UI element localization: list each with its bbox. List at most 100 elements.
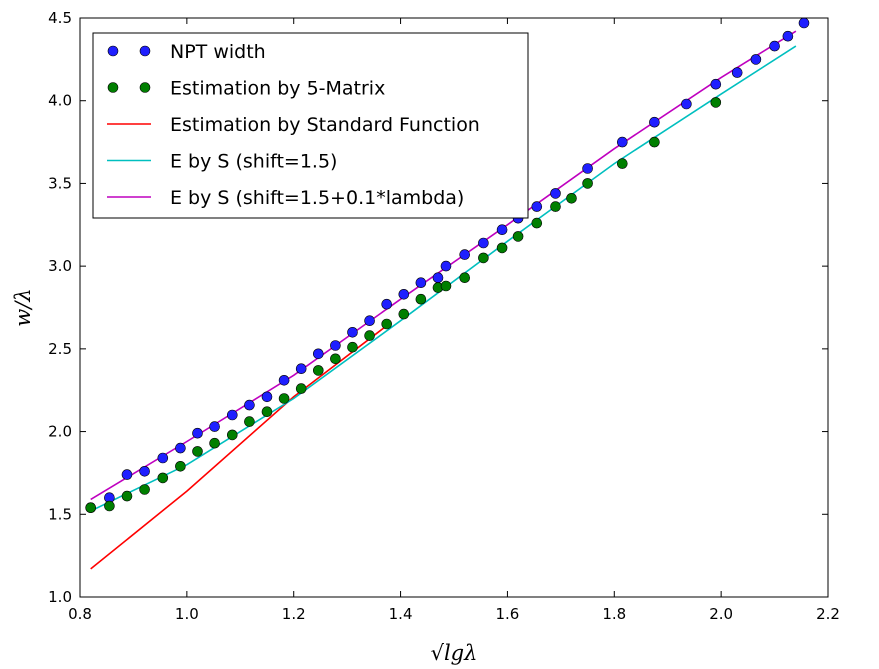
data-point-s1-31 bbox=[649, 136, 660, 148]
legend-label-3: E by S (shift=1.5) bbox=[170, 151, 337, 173]
data-point-s0-29 bbox=[616, 136, 628, 148]
data-point-s1-25 bbox=[512, 231, 524, 242]
data-point-s1-6 bbox=[192, 446, 203, 457]
data-point-s0-6 bbox=[192, 427, 203, 439]
y-tick-label: 1.0 bbox=[48, 588, 72, 606]
legend-marker-0b bbox=[139, 45, 151, 57]
data-point-s0-28 bbox=[582, 163, 593, 174]
data-point-s1-16 bbox=[364, 330, 375, 341]
data-point-s1-1 bbox=[104, 500, 115, 512]
legend-marker-0 bbox=[107, 45, 119, 57]
legend-marker-1b bbox=[139, 82, 151, 93]
data-point-s1-3 bbox=[139, 484, 150, 495]
data-point-s0-7 bbox=[209, 421, 220, 432]
legend-marker-1 bbox=[107, 82, 119, 93]
x-tick-label: 0.8 bbox=[68, 605, 92, 623]
legend-label-2: Estimation by Standard Function bbox=[170, 114, 480, 136]
data-point-s0-36 bbox=[782, 30, 794, 42]
data-point-s0-3 bbox=[139, 465, 150, 477]
data-point-s0-8 bbox=[227, 409, 238, 421]
x-tick-label: 1.6 bbox=[495, 605, 519, 623]
data-point-s0-12 bbox=[295, 363, 307, 375]
data-point-s1-24 bbox=[496, 242, 508, 254]
legend-label-4: E by S (shift=1.5+0.1*lambda) bbox=[170, 187, 464, 209]
y-tick-label: 2.5 bbox=[48, 340, 72, 358]
axis-ticks: 0.8 1.0 1.2 1.4 1.6 1.8 2.0 2.21.01.52.02.53.03… bbox=[48, 9, 840, 623]
data-point-s1-22 bbox=[459, 272, 471, 284]
data-point-s0-24 bbox=[496, 224, 508, 235]
data-point-s0-16 bbox=[364, 315, 375, 327]
plot-frame bbox=[79, 17, 829, 598]
data-point-s0-23 bbox=[478, 237, 489, 249]
data-point-s1-29 bbox=[582, 178, 593, 189]
data-point-s1-2 bbox=[121, 490, 133, 502]
data-point-s1-10 bbox=[261, 406, 273, 418]
data-point-s0-26 bbox=[531, 201, 543, 212]
x-axis-label: √lgλ bbox=[431, 641, 478, 665]
data-point-s0-33 bbox=[731, 67, 743, 78]
data-point-s0-15 bbox=[347, 326, 358, 338]
data-point-s0-5 bbox=[175, 442, 186, 454]
data-point-s0-13 bbox=[312, 348, 324, 360]
data-point-s1-8 bbox=[227, 429, 238, 441]
data-point-s1-27 bbox=[550, 201, 561, 212]
series-line-3 bbox=[90, 45, 797, 512]
y-axis-label: w/λ bbox=[11, 288, 35, 326]
data-point-s1-11 bbox=[278, 393, 290, 404]
data-point-s1-4 bbox=[157, 472, 169, 484]
data-point-s1-5 bbox=[175, 460, 186, 472]
data-point-s1-18 bbox=[398, 308, 410, 320]
y-tick-label: 1.5 bbox=[48, 505, 72, 523]
data-point-s1-26 bbox=[531, 217, 543, 229]
data-point-s1-32 bbox=[710, 97, 722, 108]
x-tick-label: 1.2 bbox=[282, 605, 306, 623]
series-line-4 bbox=[90, 30, 797, 501]
y-tick-label: 3.0 bbox=[48, 257, 72, 275]
data-point-s1-0 bbox=[85, 502, 96, 514]
data-point-s0-2 bbox=[121, 469, 133, 480]
data-point-s1-17 bbox=[381, 318, 393, 330]
data-point-s1-19 bbox=[415, 293, 427, 305]
data-point-s0-11 bbox=[278, 374, 290, 386]
x-tick-label: 2.0 bbox=[709, 605, 733, 623]
data-point-s1-13 bbox=[312, 365, 324, 376]
data-point-s0-37 bbox=[798, 18, 810, 29]
legend: NPT width Estimation by 5-Matrix Estimatio… bbox=[92, 32, 529, 219]
data-point-s0-18 bbox=[398, 288, 410, 300]
data-point-s1-23 bbox=[478, 252, 489, 264]
data-point-s0-14 bbox=[330, 340, 341, 351]
data-point-s1-12 bbox=[295, 383, 307, 394]
data-point-s0-21 bbox=[440, 260, 452, 272]
data-point-s1-9 bbox=[244, 416, 255, 427]
data-point-s0-10 bbox=[261, 391, 273, 403]
legend-label-1: Estimation by 5-Matrix bbox=[170, 78, 385, 100]
data-point-s1-30 bbox=[616, 158, 628, 169]
data-point-s0-17 bbox=[381, 298, 393, 310]
data-point-s1-28 bbox=[566, 193, 577, 204]
legend-box bbox=[92, 32, 529, 219]
data-point-s1-7 bbox=[209, 437, 220, 449]
y-tick-label: 3.5 bbox=[48, 174, 72, 192]
y-tick-label: 4.0 bbox=[48, 92, 72, 110]
data-point-s0-19 bbox=[415, 277, 427, 289]
y-tick-label: 4.5 bbox=[48, 9, 72, 27]
y-tick-label: 2.0 bbox=[48, 423, 72, 441]
x-tick-label: 1.4 bbox=[389, 605, 413, 623]
data-point-s1-14 bbox=[330, 353, 341, 365]
data-point-s0-31 bbox=[681, 98, 692, 110]
data-point-s0-35 bbox=[769, 40, 780, 52]
x-tick-label: 1.8 bbox=[602, 605, 626, 623]
data-point-s0-22 bbox=[459, 249, 471, 260]
plot-marks bbox=[85, 18, 810, 570]
data-point-s0-20 bbox=[432, 272, 444, 284]
data-point-s0-30 bbox=[649, 116, 660, 128]
data-point-s1-21 bbox=[440, 280, 452, 292]
data-point-s0-32 bbox=[710, 78, 722, 90]
data-point-s1-15 bbox=[347, 341, 358, 353]
data-point-s0-34 bbox=[750, 54, 762, 65]
data-point-s0-27 bbox=[550, 188, 561, 199]
data-point-s0-4 bbox=[157, 452, 169, 464]
x-tick-label: 1.0 bbox=[175, 605, 199, 623]
data-point-s0-9 bbox=[244, 399, 255, 411]
